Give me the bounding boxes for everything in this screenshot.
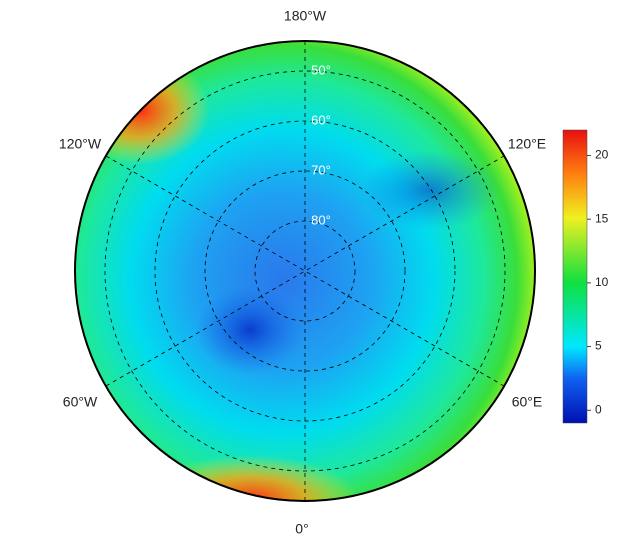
colorbar-label: 5 <box>595 339 602 353</box>
lat-label: 70° <box>311 162 331 177</box>
field <box>75 41 535 501</box>
lat-label: 80° <box>311 212 331 227</box>
latitude-circle <box>104 70 506 472</box>
graticule <box>104 41 506 501</box>
lat-label: 50° <box>311 62 331 77</box>
lat-label: 60° <box>311 112 331 127</box>
colorbar-label: 10 <box>595 275 609 289</box>
lon-label: 180°W <box>284 8 327 24</box>
lon-label: 0° <box>295 521 308 537</box>
map-border <box>74 40 536 502</box>
lon-label: 120°W <box>59 136 102 152</box>
colorbar-label: 15 <box>595 211 609 225</box>
lon-label: 120°E <box>508 136 546 152</box>
lon-label: 60°E <box>512 394 543 410</box>
lon-label: 60°W <box>63 394 98 410</box>
colorbar-label: 0 <box>595 402 602 416</box>
latitude-circle <box>204 170 406 372</box>
latitude-circle <box>154 120 456 422</box>
colorbar-label: 20 <box>595 148 609 162</box>
latitude-circle <box>254 220 356 322</box>
colorbar <box>562 129 588 424</box>
